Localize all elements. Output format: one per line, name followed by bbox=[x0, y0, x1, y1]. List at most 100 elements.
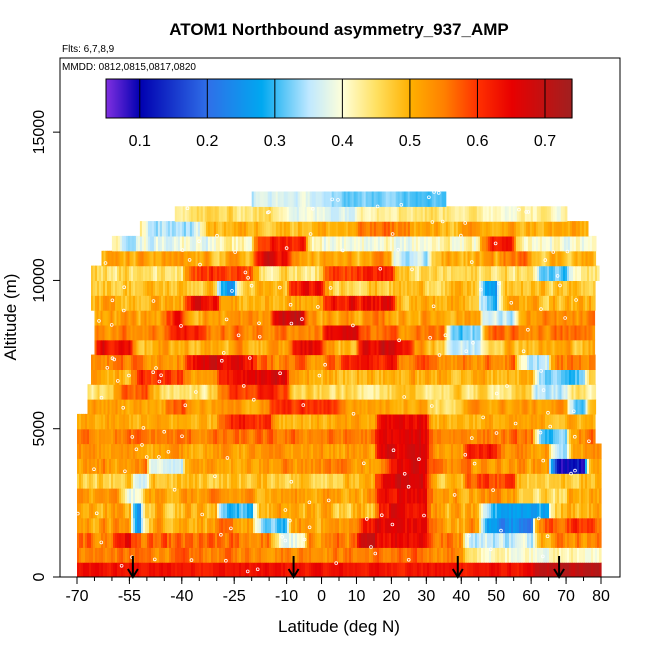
heat-cell bbox=[259, 532, 262, 548]
heat-cell bbox=[501, 384, 505, 400]
heat-cell bbox=[574, 310, 578, 326]
heat-cell bbox=[339, 502, 342, 519]
heat-cell bbox=[259, 295, 262, 311]
heat-cell bbox=[557, 547, 560, 563]
heat-cell bbox=[235, 502, 238, 519]
heat-cell bbox=[331, 354, 334, 370]
heat-cell bbox=[148, 339, 152, 356]
heat-cell bbox=[403, 473, 406, 489]
heat-cell bbox=[323, 384, 327, 400]
heat-cell bbox=[175, 458, 178, 474]
heat-cell bbox=[183, 517, 186, 534]
heat-cell bbox=[331, 458, 334, 474]
heat-cell bbox=[398, 310, 402, 326]
heat-cell bbox=[460, 339, 464, 356]
heat-cell bbox=[423, 562, 426, 577]
heat-cell bbox=[522, 339, 526, 356]
heat-cell bbox=[199, 369, 202, 385]
heat-cell bbox=[203, 399, 207, 415]
heat-cell bbox=[323, 488, 326, 504]
heat-cell bbox=[129, 458, 132, 474]
heat-cell bbox=[447, 532, 450, 548]
heat-cell bbox=[151, 280, 154, 296]
heat-cell bbox=[229, 280, 232, 296]
heat-cell bbox=[485, 562, 488, 577]
heat-cell bbox=[379, 413, 382, 430]
heat-cell bbox=[511, 413, 514, 430]
heat-cell bbox=[457, 488, 460, 504]
heat-cell bbox=[275, 562, 278, 577]
heat-cell bbox=[120, 310, 124, 326]
heat-cell bbox=[275, 532, 278, 548]
heat-cell bbox=[141, 547, 144, 563]
heat-cell bbox=[350, 310, 354, 326]
heat-cell bbox=[195, 295, 198, 311]
heat-cell bbox=[339, 488, 342, 504]
heat-cell bbox=[498, 339, 502, 356]
heat-cell bbox=[433, 399, 437, 415]
heat-cell bbox=[97, 428, 100, 445]
heat-cell bbox=[241, 354, 244, 370]
heat-cell bbox=[403, 517, 406, 534]
heat-cell bbox=[536, 310, 540, 326]
heat-cell bbox=[551, 488, 554, 504]
heat-cell bbox=[199, 473, 202, 489]
heat-cell bbox=[465, 369, 468, 385]
heat-cell bbox=[266, 310, 270, 326]
heat-cell bbox=[595, 517, 598, 534]
heat-cell bbox=[455, 428, 458, 445]
heat-cell bbox=[409, 428, 412, 445]
heat-cell bbox=[317, 502, 320, 519]
heat-cell bbox=[440, 310, 444, 326]
heat-cell bbox=[497, 547, 500, 563]
heat-cell bbox=[137, 280, 140, 296]
heat-cell bbox=[379, 488, 382, 504]
heat-cell bbox=[528, 339, 532, 356]
heat-cell bbox=[520, 324, 524, 341]
heat-cell bbox=[141, 384, 145, 400]
heat-cell bbox=[523, 399, 527, 415]
heat-cell bbox=[275, 517, 278, 534]
heat-cell bbox=[525, 384, 529, 400]
heat-cell bbox=[452, 310, 456, 326]
heat-cell bbox=[308, 310, 312, 326]
heat-cell bbox=[158, 339, 162, 356]
heat-cell bbox=[310, 324, 314, 341]
heat-cell bbox=[579, 384, 583, 400]
heat-cell bbox=[103, 532, 106, 548]
heat-cell bbox=[259, 443, 262, 459]
heat-cell bbox=[131, 517, 134, 534]
heat-cell bbox=[389, 458, 392, 474]
heat-cell bbox=[569, 354, 572, 370]
heat-cell bbox=[421, 532, 424, 548]
heat-cell bbox=[465, 384, 469, 400]
heat-cell bbox=[273, 280, 276, 296]
heat-cell bbox=[183, 488, 186, 504]
heat-cell bbox=[224, 324, 228, 341]
heat-cell bbox=[139, 458, 142, 474]
heat-cell bbox=[295, 562, 298, 577]
heat-cell bbox=[501, 473, 504, 489]
heat-cell bbox=[422, 324, 426, 341]
heat-cell bbox=[599, 517, 602, 534]
heat-cell bbox=[174, 324, 178, 341]
heat-cell bbox=[395, 399, 399, 415]
heat-cell bbox=[179, 488, 182, 504]
heat-cell bbox=[272, 339, 276, 356]
heat-cell bbox=[133, 458, 136, 474]
heat-cell bbox=[577, 547, 580, 563]
heat-cell bbox=[161, 488, 164, 504]
heat-cell bbox=[107, 428, 110, 445]
heat-cell bbox=[354, 339, 358, 356]
heat-cell bbox=[331, 562, 334, 577]
heat-cell bbox=[487, 473, 490, 489]
heat-cell bbox=[343, 413, 346, 430]
heat-cell bbox=[319, 562, 322, 577]
heat-cell bbox=[394, 310, 398, 326]
heat-cell bbox=[503, 443, 506, 459]
heat-cell bbox=[505, 295, 508, 311]
heat-cell bbox=[305, 473, 308, 489]
heat-cell bbox=[179, 458, 182, 474]
heat-cell bbox=[261, 295, 264, 311]
heat-cell bbox=[587, 399, 591, 415]
